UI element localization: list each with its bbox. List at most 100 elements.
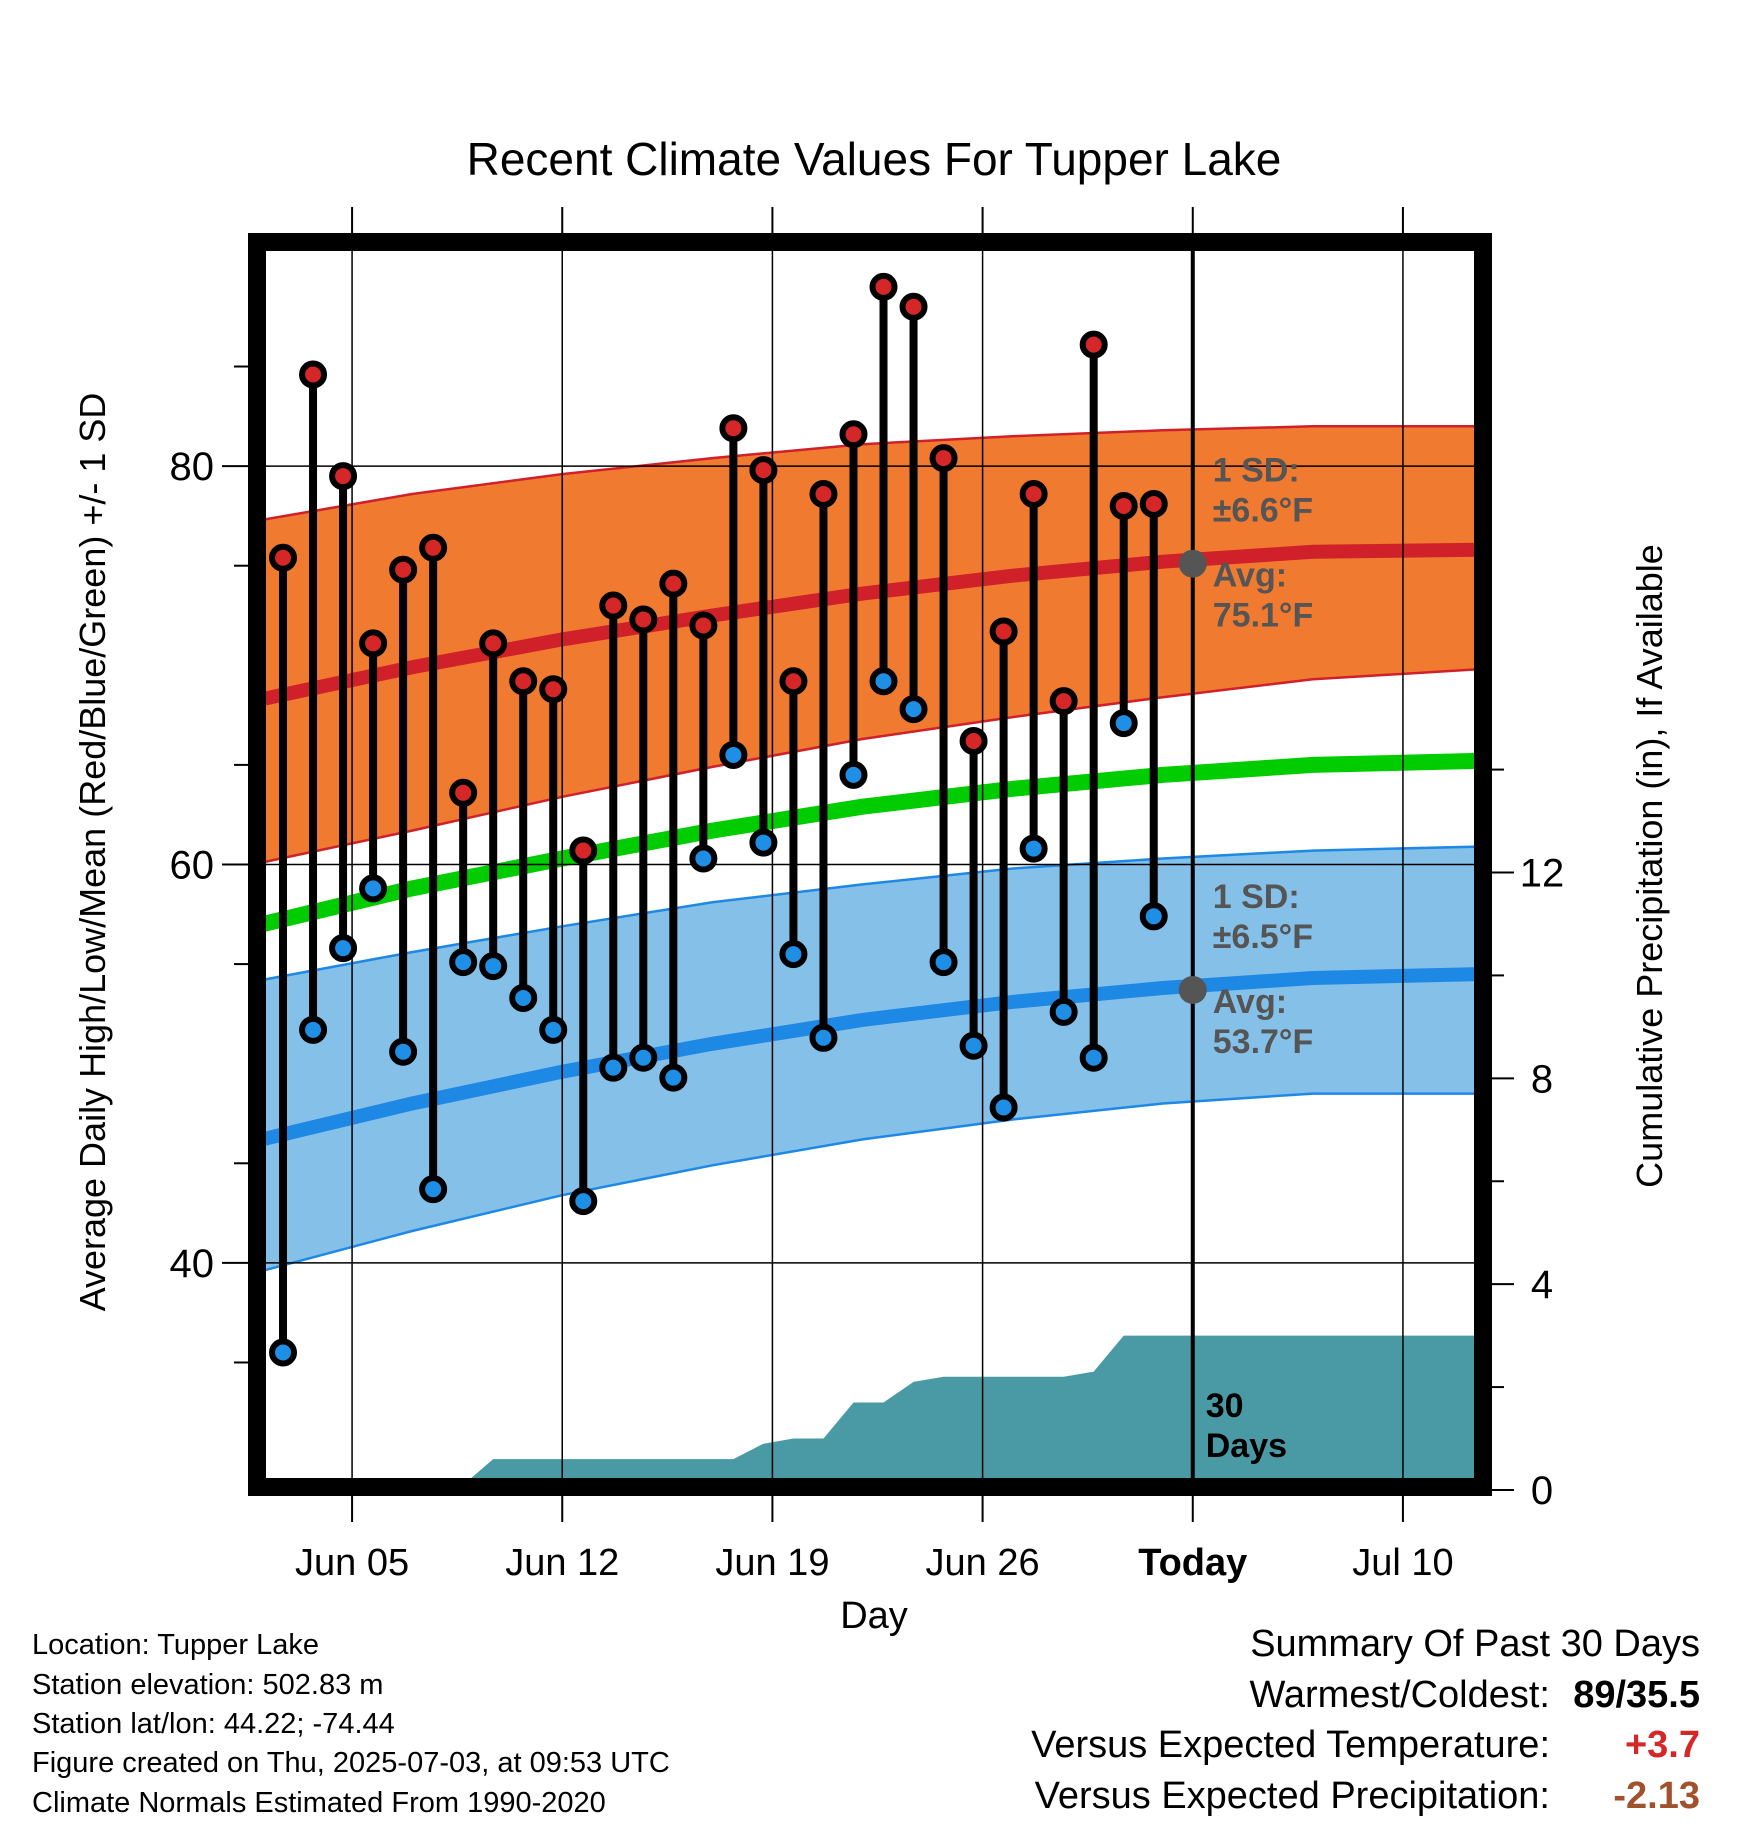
daily-low-point — [1139, 902, 1168, 931]
daily-high-point — [1079, 330, 1108, 359]
daily-low-point — [449, 948, 478, 977]
daily-high-point — [569, 836, 598, 865]
daily-high-point — [929, 444, 958, 473]
daily-high-point — [449, 778, 478, 807]
latlon-text: Station lat/lon: 44.22; -74.44 — [32, 1708, 395, 1740]
daily-low-point — [989, 1093, 1018, 1122]
low-sd-label: 1 SD: — [1213, 878, 1300, 916]
high-normal-line — [260, 542, 1479, 707]
today-low-avg-marker — [1178, 975, 1207, 1004]
daily-high-point — [839, 420, 868, 449]
x-tick-label: Jun 19 — [715, 1542, 829, 1584]
summary-title: Summary Of Past 30 Days — [1250, 1623, 1700, 1665]
normals-text: Climate Normals Estimated From 1990-2020 — [32, 1787, 606, 1819]
daily-high-point — [329, 462, 358, 491]
warmest-value: 89/35.5 — [1573, 1674, 1700, 1716]
daily-high-point — [869, 272, 898, 301]
low-sd-band — [262, 846, 1478, 1271]
low-normal-line — [260, 967, 1479, 1147]
x-tick-label: Jul 10 — [1352, 1542, 1453, 1584]
daily-low-point — [479, 952, 508, 981]
daily-low-point — [389, 1037, 418, 1066]
daily-low-point — [1019, 834, 1048, 863]
daily-low-point — [659, 1063, 688, 1092]
daily-low-point — [629, 1043, 658, 1072]
daily-low-point — [749, 828, 778, 857]
daily-low-point — [899, 695, 928, 724]
daily-low-point — [1109, 709, 1138, 738]
daily-low-point — [509, 983, 538, 1012]
daily-high-point — [659, 569, 688, 598]
window-days-number: 30 — [1206, 1387, 1244, 1425]
temp-label: Versus Expected Temperature: — [1031, 1724, 1550, 1766]
high-sd-label: 1 SD: — [1213, 452, 1300, 490]
low-avg-value: 53.7°F — [1213, 1023, 1314, 1061]
daily-high-point — [479, 629, 508, 658]
high-sd-band — [262, 426, 1478, 863]
y-axis-label: Average Daily High/Low/Mean (Red/Blue/Gr… — [72, 393, 113, 1312]
daily-high-point — [809, 480, 838, 508]
y2-tick-label: 8 — [1531, 1057, 1553, 1101]
summary-temp-row: Versus Expected Temperature: +3.7 — [1031, 1723, 1700, 1767]
y2-tick-label: 0 — [1531, 1469, 1553, 1513]
daily-low-point — [569, 1187, 598, 1216]
daily-high-point — [1109, 491, 1138, 520]
daily-low-point — [689, 844, 718, 873]
x-tick-label: Jun 05 — [295, 1542, 409, 1584]
daily-low-point — [269, 1338, 298, 1367]
daily-high-point — [689, 611, 718, 640]
today-high-avg-marker — [1178, 549, 1207, 578]
daily-high-point — [1019, 480, 1048, 508]
y-tick-label: 60 — [170, 844, 215, 888]
x-tick-label: Today — [1138, 1542, 1247, 1584]
daily-high-point — [899, 292, 928, 321]
daily-low-point — [1049, 997, 1078, 1026]
daily-high-point — [599, 591, 628, 620]
daily-high-point — [1049, 687, 1078, 716]
elevation-text: Station elevation: 502.83 m — [32, 1669, 384, 1701]
y2-axis-label: Cumulative Precipitation (in), If Availa… — [1629, 544, 1670, 1188]
temp-value: +3.7 — [1624, 1724, 1700, 1766]
daily-high-point — [959, 727, 988, 755]
y-tick-label: 80 — [170, 445, 215, 489]
location-text: Location: Tupper Lake — [32, 1629, 319, 1661]
daily-low-point — [959, 1031, 988, 1060]
low-avg-label: Avg: — [1213, 983, 1287, 1021]
daily-high-point — [359, 629, 388, 658]
daily-high-point — [989, 617, 1018, 646]
daily-high-point — [419, 533, 448, 562]
window-days-label: Days — [1206, 1427, 1287, 1465]
daily-low-point — [719, 740, 748, 769]
daily-low-point — [359, 874, 388, 903]
daily-low-point — [779, 940, 808, 969]
daily-low-point — [839, 760, 868, 789]
daily-high-point — [299, 360, 328, 389]
precip-label: Versus Expected Precipitation: — [1034, 1775, 1550, 1817]
low-sd-value: ±6.5°F — [1213, 918, 1313, 956]
y2-tick-label: 12 — [1520, 852, 1565, 896]
summary-precip-row: Versus Expected Precipitation: -2.13 — [1035, 1774, 1700, 1818]
daily-high-point — [269, 543, 298, 572]
daily-high-point — [539, 675, 568, 704]
summary-warmest-row: Warmest/Coldest: 89/35.5 — [1249, 1673, 1700, 1717]
precip-area — [466, 1335, 1478, 1482]
low-sd-lower-line — [261, 1092, 1478, 1273]
x-axis-label: Day — [840, 1595, 908, 1637]
plot-frame — [248, 233, 1492, 1496]
daily-high-point — [779, 667, 808, 696]
precip-value: -2.13 — [1613, 1775, 1700, 1817]
daily-high-point — [719, 414, 748, 443]
daily-low-point — [809, 1023, 838, 1052]
y-tick-label: 40 — [170, 1242, 215, 1286]
daily-high-point — [629, 605, 658, 634]
y2-tick-label: 4 — [1531, 1263, 1553, 1307]
daily-low-point — [869, 667, 898, 696]
daily-high-point — [1139, 489, 1168, 518]
daily-low-point — [299, 1015, 328, 1044]
high-avg-value: 75.1°F — [1213, 597, 1314, 635]
chart-title: Recent Climate Values For Tupper Lake — [467, 133, 1282, 185]
high-sd-value: ±6.6°F — [1213, 492, 1313, 530]
daily-low-point — [599, 1053, 628, 1082]
